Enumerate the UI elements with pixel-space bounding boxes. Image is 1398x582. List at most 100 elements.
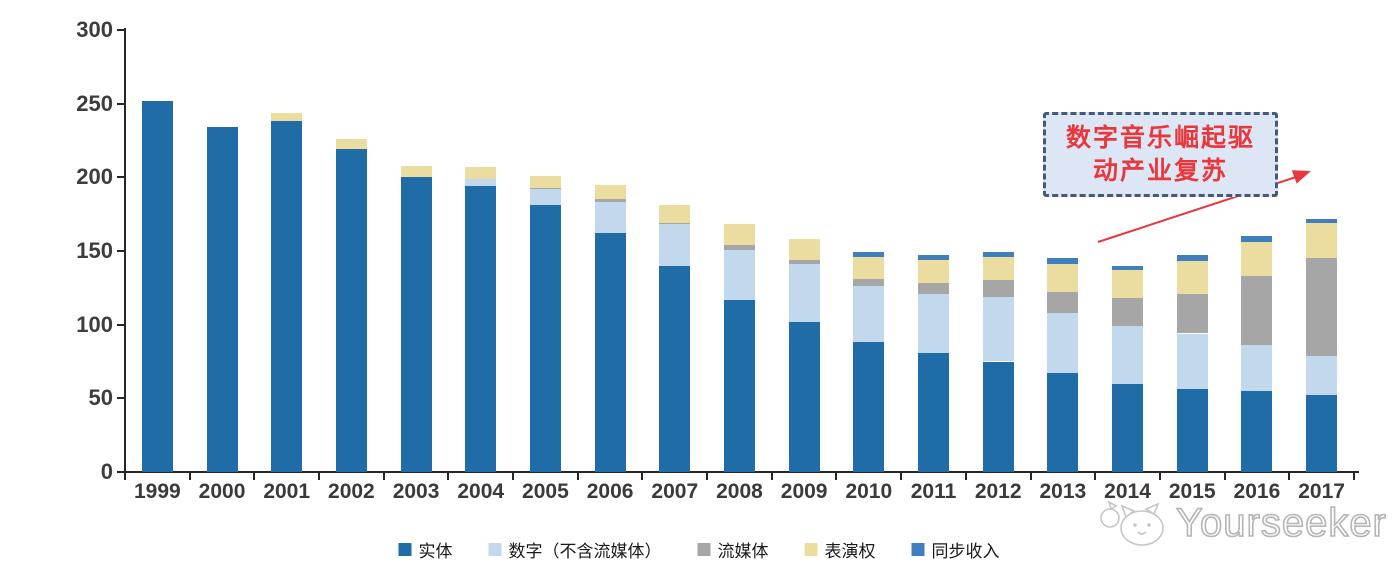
legend-item-4: 同步收入 xyxy=(911,537,1000,562)
bar-segment-2013-s4 xyxy=(1047,258,1079,265)
legend-label: 实体 xyxy=(418,542,453,561)
bar-segment-2004-s3 xyxy=(465,167,497,179)
x-axis-label-2005: 2005 xyxy=(522,480,569,503)
bar-segment-2002-s0 xyxy=(335,149,367,472)
bar-segment-2010-s1 xyxy=(853,286,885,343)
x-axis-label-2000: 2000 xyxy=(198,480,246,503)
x-axis-label-2014: 2014 xyxy=(1104,480,1151,503)
bar-segment-2005-s3 xyxy=(529,175,561,188)
bar-segment-2005-s2 xyxy=(529,187,561,190)
bar-segment-2000-s0 xyxy=(206,127,238,472)
x-axis-tick xyxy=(835,472,838,480)
x-axis-tick xyxy=(770,472,773,480)
legend-swatch-icon xyxy=(697,543,711,556)
x-axis-label-2002: 2002 xyxy=(328,480,375,503)
bar-segment-2010-s3 xyxy=(853,256,885,279)
y-axis-tick-label: 200 xyxy=(76,164,113,190)
x-axis-label-2001: 2001 xyxy=(263,480,311,503)
x-axis-tick xyxy=(253,472,256,480)
x-axis-tick xyxy=(576,472,579,480)
x-axis-tick xyxy=(1158,472,1161,480)
x-axis-tick xyxy=(1094,472,1097,480)
bar-segment-2008-s3 xyxy=(723,224,755,246)
bar-segment-2017-s1 xyxy=(1306,355,1338,396)
bar-segment-2009-s0 xyxy=(788,321,820,472)
legend-swatch-icon xyxy=(911,543,925,556)
y-axis-tick-label: 150 xyxy=(76,238,113,263)
y-axis-line xyxy=(124,28,126,478)
x-axis-tick xyxy=(641,472,644,480)
bar-segment-2004-s0 xyxy=(465,186,497,472)
legend-item-3: 表演权 xyxy=(804,537,876,562)
bar-segment-2003-s3 xyxy=(400,165,432,178)
bar-segment-2014-s0 xyxy=(1112,383,1144,472)
legend-item-0: 实体 xyxy=(398,537,453,562)
x-axis-tick xyxy=(188,472,191,480)
bar-segment-2011-s1 xyxy=(918,293,949,353)
bar-segment-2016-s4 xyxy=(1241,236,1273,243)
bar-segment-2015-s0 xyxy=(1176,389,1208,472)
bar-segment-2016-s1 xyxy=(1241,345,1273,391)
bar-segment-2010-s2 xyxy=(853,278,885,287)
bar-segment-2002-s3 xyxy=(335,139,367,150)
bar-segment-2011-s4 xyxy=(918,255,949,260)
y-axis-tick-label: 0 xyxy=(100,459,113,484)
y-axis-tick xyxy=(117,29,126,31)
bar-segment-2010-s0 xyxy=(853,342,885,472)
bar-segment-2008-s2 xyxy=(723,245,755,250)
x-axis-label-2008: 2008 xyxy=(716,480,763,503)
bar-segment-2012-s1 xyxy=(982,296,1014,362)
x-axis-label-2016: 2016 xyxy=(1233,480,1281,503)
x-axis-label-2017: 2017 xyxy=(1298,480,1345,503)
x-axis-label-1999: 1999 xyxy=(133,480,181,503)
annotation-callout: 数字音乐崛起驱 动产业复苏 xyxy=(1043,112,1278,197)
y-axis-tick xyxy=(117,102,126,105)
bar-segment-2011-s3 xyxy=(918,259,949,284)
x-axis-label-2007: 2007 xyxy=(651,480,699,503)
x-axis-label-2013: 2013 xyxy=(1039,480,1087,503)
bar-segment-2005-s1 xyxy=(529,189,561,206)
annotation-text-line2: 动产业复苏 xyxy=(1092,157,1228,185)
bar-segment-2016-s2 xyxy=(1241,276,1273,346)
legend-label: 流媒体 xyxy=(717,542,769,561)
x-axis-tick xyxy=(382,472,385,480)
x-axis-label-2011: 2011 xyxy=(910,480,957,503)
bar-segment-2004-s1 xyxy=(465,178,497,187)
bar-segment-2011-s0 xyxy=(918,352,949,472)
bar-segment-2013-s2 xyxy=(1047,292,1079,313)
bar-segment-2015-s3 xyxy=(1176,261,1208,294)
bar-segment-2013-s0 xyxy=(1047,373,1079,472)
bar-segment-2014-s3 xyxy=(1112,270,1144,299)
bar-segment-2016-s3 xyxy=(1241,242,1273,277)
y-axis-tick-label: 300 xyxy=(76,17,113,42)
bar-segment-2017-s2 xyxy=(1306,258,1338,356)
bar-segment-2017-s0 xyxy=(1306,395,1338,472)
x-axis-label-2009: 2009 xyxy=(780,480,828,503)
bar-segment-2003-s0 xyxy=(400,177,432,472)
y-axis-tick xyxy=(117,471,126,473)
x-axis-label-2012: 2012 xyxy=(974,480,1022,503)
bar-segment-2017-s3 xyxy=(1306,223,1338,259)
x-axis-tick xyxy=(447,472,450,480)
bar-segment-2014-s4 xyxy=(1112,265,1144,271)
yourseeker-cat-logo-icon xyxy=(1100,500,1164,546)
bar-segment-2007-s2 xyxy=(659,223,691,225)
bar-segment-2015-s1 xyxy=(1176,333,1208,390)
x-axis-label-2015: 2015 xyxy=(1168,480,1216,503)
x-axis-tick xyxy=(1223,472,1226,480)
x-axis-tick xyxy=(318,472,321,480)
legend: 实体 数字（不含流媒体） 流媒体 表演权 同步收入 xyxy=(398,537,1000,562)
legend-swatch-icon xyxy=(804,543,818,556)
watermark-text: Yourseeker xyxy=(1175,500,1387,546)
bar-segment-2007-s3 xyxy=(659,205,691,223)
y-axis-tick xyxy=(117,323,126,326)
y-axis-tick-label: 250 xyxy=(76,90,113,116)
bar-segment-2014-s2 xyxy=(1112,298,1144,327)
legend-label: 表演权 xyxy=(824,542,876,561)
bar-segment-1999-s0 xyxy=(141,100,173,472)
bar-segment-2009-s3 xyxy=(788,239,820,260)
x-axis-tick xyxy=(124,472,126,480)
y-axis-tick-label: 100 xyxy=(76,311,113,337)
x-axis-tick xyxy=(964,472,967,480)
